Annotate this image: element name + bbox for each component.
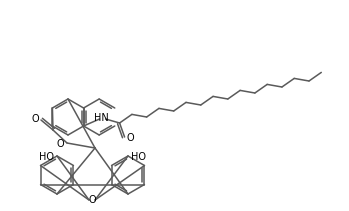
Text: O: O: [31, 114, 39, 124]
Text: HN: HN: [94, 113, 109, 123]
Text: O: O: [127, 133, 134, 143]
Text: O: O: [88, 195, 96, 205]
Text: HO: HO: [131, 152, 146, 162]
Text: O: O: [57, 139, 64, 149]
Text: HO: HO: [39, 152, 54, 162]
